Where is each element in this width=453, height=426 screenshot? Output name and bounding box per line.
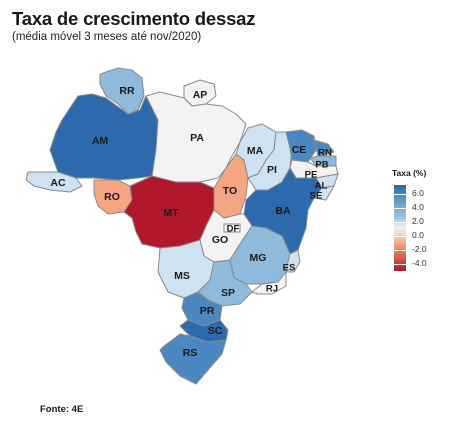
label-MA: MA	[247, 145, 264, 157]
label-RR: RR	[119, 85, 135, 97]
label-BA: BA	[275, 205, 291, 217]
label-RO: RO	[104, 191, 120, 203]
label-AC: AC	[50, 177, 66, 189]
label-ES: ES	[283, 263, 296, 274]
label-GO: GO	[212, 234, 228, 246]
label-PB: PB	[315, 160, 328, 171]
state-RJ	[251, 271, 287, 295]
label-SP: SP	[221, 287, 235, 299]
label-PR: PR	[200, 305, 215, 317]
state-AC	[25, 171, 83, 193]
legend-tick-label: -2.0	[412, 244, 427, 254]
legend-tick-mark	[394, 222, 406, 223]
label-PE: PE	[305, 170, 318, 181]
legend-tick-label: 4.0	[412, 202, 424, 212]
label-AL: AL	[315, 181, 328, 192]
chart-subtitle: (média móvel 3 meses até nov/2020)	[12, 31, 202, 43]
legend-tick-mark	[394, 250, 406, 251]
state-ES	[285, 249, 301, 273]
label-DF: DF	[227, 224, 240, 235]
legend-tick-mark	[394, 264, 406, 265]
label-MT: MT	[163, 207, 179, 219]
legend-tick-label: 2.0	[412, 216, 424, 226]
legend-colorbar	[394, 185, 406, 271]
label-PA: PA	[190, 132, 204, 144]
label-RS: RS	[183, 347, 198, 359]
label-RN: RN	[318, 148, 332, 159]
state-PB	[309, 155, 337, 167]
state-DF	[223, 223, 241, 233]
color-legend: Taxa (%) 6.0 4.0 2.0 0.0 -2.0 -4.0	[382, 168, 442, 278]
state-RS	[159, 333, 227, 385]
label-MS: MS	[174, 270, 190, 282]
label-AP: AP	[193, 89, 208, 101]
chart-title: Taxa de crescimento dessaz	[12, 8, 256, 29]
source-note: Fonte: 4E	[40, 404, 84, 415]
label-CE: CE	[292, 144, 307, 156]
state-RN	[313, 139, 335, 157]
label-PI: PI	[267, 164, 277, 176]
legend-tick-mark	[394, 236, 406, 237]
legend-tick-mark	[394, 208, 406, 209]
legend-tick-label: 0.0	[412, 230, 424, 240]
label-TO: TO	[223, 185, 237, 197]
legend-tick-label: 6.0	[412, 188, 424, 198]
legend-tick-label: -4.0	[412, 258, 427, 268]
label-SC: SC	[208, 325, 223, 337]
legend-tick-mark	[394, 194, 406, 195]
label-SE: SE	[310, 191, 323, 202]
state-RR	[99, 67, 145, 115]
label-MG: MG	[250, 252, 267, 264]
state-CE	[285, 129, 317, 163]
legend-title: Taxa (%)	[392, 168, 427, 178]
label-AM: AM	[92, 135, 109, 147]
label-RJ: RJ	[266, 284, 278, 295]
